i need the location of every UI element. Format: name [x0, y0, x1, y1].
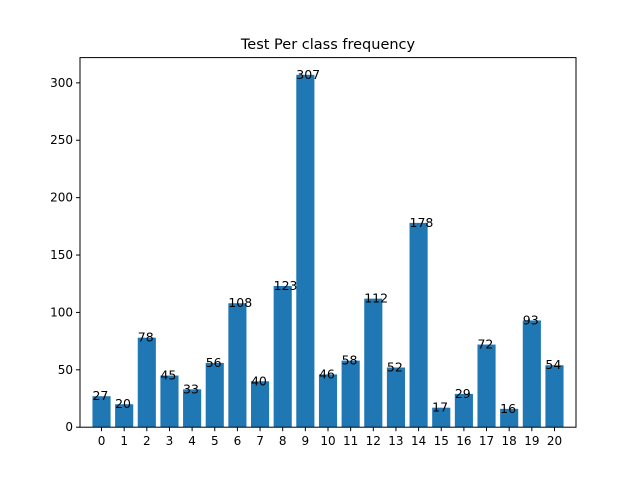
- x-tick-label-18: 18: [502, 434, 517, 448]
- data-label-3: 45: [160, 368, 176, 383]
- x-tick-label-2: 2: [143, 434, 151, 448]
- bar-19: [522, 320, 541, 428]
- bar-8: [273, 286, 292, 428]
- y-tick-label-150: 150: [50, 248, 73, 262]
- bar-11: [341, 360, 360, 428]
- x-tick-label-7: 7: [256, 434, 264, 448]
- bar-1: [115, 404, 134, 428]
- y-tick-label-200: 200: [50, 191, 73, 205]
- data-label-12: 112: [364, 291, 388, 306]
- x-tick-label-4: 4: [188, 434, 196, 448]
- bar-12: [364, 298, 383, 428]
- bar-15: [432, 407, 451, 428]
- x-tick-label-20: 20: [547, 434, 562, 448]
- data-label-1: 20: [115, 396, 131, 411]
- x-tick-label-19: 19: [524, 434, 539, 448]
- y-tick-label-250: 250: [50, 133, 73, 147]
- bar-13: [386, 367, 406, 428]
- x-tick-label-5: 5: [211, 434, 219, 448]
- x-tick-label-15: 15: [434, 434, 449, 448]
- x-tick-label-13: 13: [388, 434, 403, 448]
- x-tick-label-10: 10: [320, 434, 335, 448]
- bar-14: [409, 222, 428, 428]
- x-tick-label-14: 14: [411, 434, 426, 448]
- x-axis: 0 1 2 3 4 5 6 7 8 9 10 11 12 13 14 15 16 17 18 19 20: [98, 427, 562, 448]
- bar-18: [500, 408, 519, 428]
- data-label-4: 33: [183, 381, 199, 396]
- data-label-2: 78: [138, 330, 154, 345]
- x-tick-label-12: 12: [366, 434, 381, 448]
- data-label-16: 29: [455, 386, 471, 401]
- bar-4: [183, 389, 202, 428]
- y-tick-label-300: 300: [50, 76, 73, 90]
- bar-3: [160, 375, 179, 428]
- bar-9: [296, 74, 315, 428]
- x-tick-label-6: 6: [234, 434, 242, 448]
- data-labels-layer: 27 20 78 45 33 56 108 40 123 307 46 58 112 52 178 17 29 7…: [92, 67, 561, 416]
- bar-2: [137, 337, 156, 428]
- y-tick-label-50: 50: [58, 363, 73, 377]
- data-label-19: 93: [523, 312, 539, 327]
- bar-7: [250, 381, 270, 428]
- data-label-9: 307: [296, 67, 320, 82]
- data-label-13: 52: [387, 360, 403, 375]
- x-tick-label-8: 8: [279, 434, 287, 448]
- y-tick-label-0: 0: [65, 420, 73, 434]
- data-label-17: 72: [477, 337, 493, 352]
- bars-layer: [92, 74, 564, 428]
- data-label-18: 16: [500, 401, 516, 416]
- bar-6: [228, 303, 247, 428]
- data-label-0: 27: [92, 388, 108, 403]
- x-tick-label-1: 1: [120, 434, 128, 448]
- x-tick-label-9: 9: [302, 434, 310, 448]
- bar-16: [454, 393, 473, 428]
- bar-5: [205, 362, 224, 428]
- plot-frame: [79, 57, 577, 428]
- data-label-14: 178: [410, 215, 434, 230]
- data-label-20: 54: [545, 357, 561, 372]
- x-tick-label-0: 0: [98, 434, 106, 448]
- x-tick-label-16: 16: [456, 434, 471, 448]
- bar-20: [545, 365, 564, 428]
- bar-0: [92, 396, 111, 428]
- chart-title: Test Per class frequency: [240, 37, 416, 53]
- bar-17: [477, 344, 496, 428]
- data-label-11: 58: [342, 353, 358, 368]
- data-label-6: 108: [228, 295, 252, 310]
- data-label-7: 40: [251, 373, 267, 388]
- data-label-5: 56: [206, 355, 222, 370]
- x-tick-label-3: 3: [166, 434, 174, 448]
- x-tick-label-17: 17: [479, 434, 494, 448]
- y-axis: 0 50 100 150 200 250 300: [50, 76, 80, 434]
- bar-10: [318, 374, 338, 428]
- x-tick-label-11: 11: [343, 434, 358, 448]
- data-label-15: 17: [432, 400, 448, 415]
- data-label-8: 123: [274, 278, 298, 293]
- data-label-10: 46: [319, 366, 335, 381]
- y-tick-label-100: 100: [50, 305, 73, 319]
